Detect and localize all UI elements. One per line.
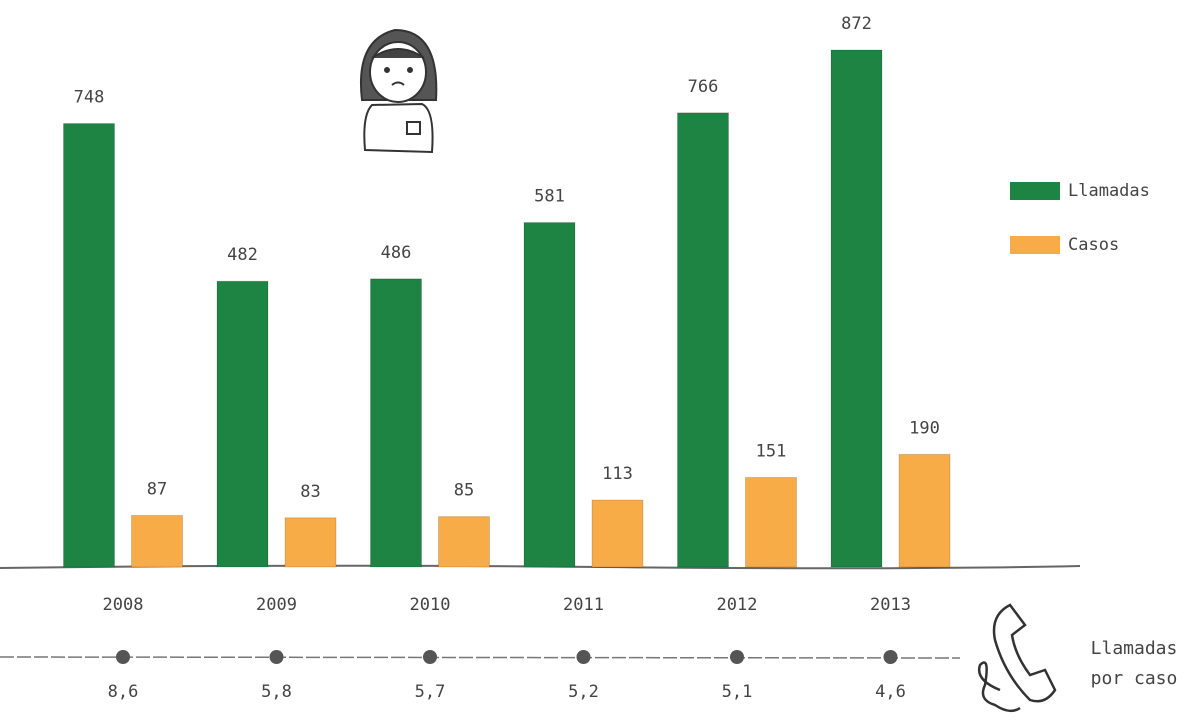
bar: [370, 278, 422, 568]
data-label: 581: [534, 187, 565, 207]
ratio-label: 5,8: [261, 682, 292, 702]
ratio-dot: [883, 650, 898, 664]
legend-swatch: [1010, 182, 1060, 200]
data-label: 83: [300, 482, 320, 502]
ratio-label: 5,7: [415, 682, 446, 702]
ratio-dot: [730, 650, 744, 664]
ratio-dot: [269, 650, 284, 664]
data-label: 87: [147, 479, 167, 499]
x-tick-label: 2013: [870, 595, 911, 615]
girl-illustration: [360, 28, 438, 154]
legend-swatch: [1010, 236, 1060, 254]
x-tick-label: 2010: [410, 595, 451, 615]
x-tick-label: 2008: [103, 595, 144, 615]
bar: [745, 476, 797, 568]
bar: [898, 453, 951, 568]
data-label: 748: [74, 88, 105, 108]
timeline: [0, 656, 961, 659]
ratio-dot: [576, 650, 591, 664]
bar: [438, 516, 490, 568]
data-label: 85: [454, 481, 474, 501]
bar: [523, 222, 576, 568]
data-label: 482: [227, 245, 258, 265]
bar: [591, 499, 644, 568]
ratio-label: 8,6: [108, 682, 139, 702]
bar: [131, 514, 183, 568]
data-label: 872: [841, 14, 872, 34]
data-label: 151: [756, 441, 787, 461]
phone-illustration: [977, 603, 1057, 713]
legend-label: Casos: [1068, 235, 1119, 255]
legend-label: Llamadas: [1068, 181, 1150, 201]
ratio-label: 5,2: [568, 682, 599, 702]
data-label: 486: [381, 243, 412, 263]
data-label: 766: [688, 77, 719, 97]
bar: [216, 280, 269, 568]
ratio-dot: [423, 650, 437, 664]
bar: [63, 123, 115, 568]
data-label: 113: [602, 464, 633, 484]
x-tick-label: 2011: [563, 595, 604, 615]
ratio-label: 4,6: [875, 682, 906, 702]
bar: [830, 49, 883, 568]
x-tick-label: 2012: [717, 595, 758, 615]
bar: [284, 517, 337, 568]
bar: [677, 112, 729, 568]
data-label: 190: [909, 418, 940, 438]
ratio-title: Llamadas por caso: [1090, 638, 1178, 689]
x-tick-label: 2009: [256, 595, 297, 615]
ratio-label: 5,1: [722, 682, 753, 702]
ratio-dot: [116, 650, 130, 664]
